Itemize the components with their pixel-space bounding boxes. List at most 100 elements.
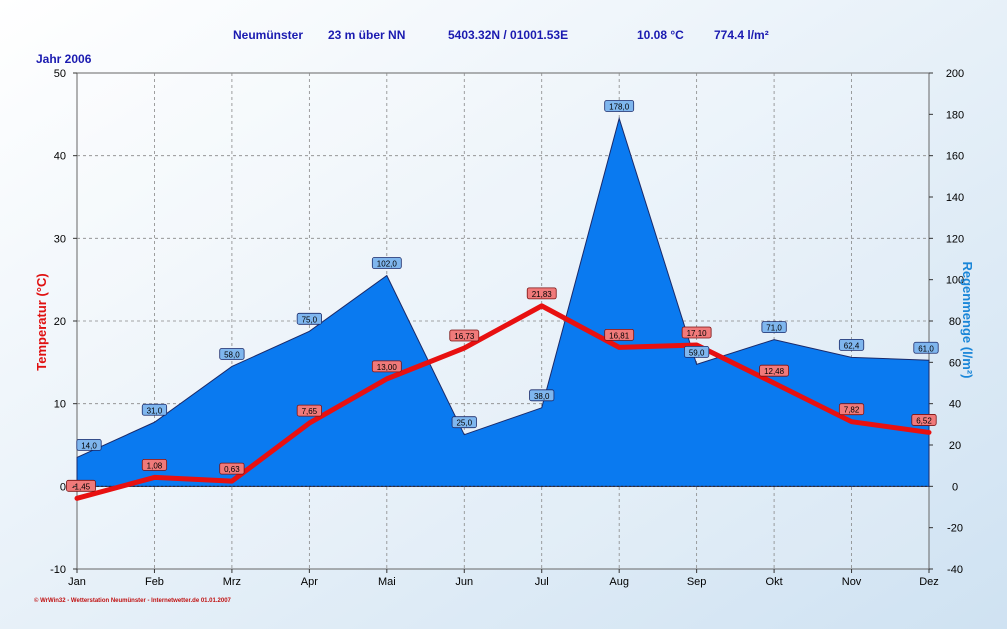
left-tick-label-0: 0 bbox=[60, 481, 66, 493]
left-tick-label-30: 30 bbox=[54, 233, 66, 245]
x-tick-label-apr: Apr bbox=[301, 576, 318, 588]
temp-label-jul-text: 21,83 bbox=[532, 290, 553, 299]
footer-credit: © WrWin32 - Wetterstation Neumünster - I… bbox=[34, 597, 232, 604]
left-tick-label-40: 40 bbox=[54, 151, 66, 163]
rain-label-jul-box bbox=[529, 389, 555, 402]
left-tick-label-10: 10 bbox=[54, 399, 66, 411]
x-tick-label-mai: Mai bbox=[378, 576, 396, 588]
year-label: Jahr 2006 bbox=[36, 52, 92, 66]
temp-label-nov: 7,82 bbox=[838, 403, 865, 416]
rain-label-dez: 61,0 bbox=[913, 341, 939, 354]
rain-label-sep-text: 59,0 bbox=[689, 348, 705, 357]
left-tick-label-50: 50 bbox=[54, 68, 66, 80]
right-tick-label-100: 100 bbox=[946, 275, 964, 287]
temp-label-jan: -1,45 bbox=[66, 479, 96, 492]
rain-label-nov-box bbox=[838, 338, 865, 351]
rain-label-mai-text: 102,0 bbox=[377, 260, 398, 269]
temp-label-feb-text: 1,08 bbox=[147, 461, 163, 470]
rain-label-nov-text: 62,4 bbox=[844, 341, 860, 350]
temp-label-jul: 21,83 bbox=[526, 287, 557, 300]
x-tick-label-feb: Feb bbox=[145, 576, 164, 588]
temp-label-jun-text: 16,73 bbox=[454, 332, 475, 341]
right-tick-label-0: 0 bbox=[952, 481, 958, 493]
temp-label-nov-box bbox=[838, 403, 865, 416]
header-avg-temp: 10.08 °C bbox=[637, 28, 684, 42]
left-axis-ticks: -10 0 10 20 30 40 50 bbox=[50, 68, 77, 576]
header-coords: 5403.32N / 01001.53E bbox=[448, 28, 568, 42]
temperature-line bbox=[74, 303, 932, 501]
temp-label-aug: 16,81 bbox=[604, 328, 635, 341]
temp-label-jul-box bbox=[526, 287, 557, 300]
temp-label-sep-text: 17,10 bbox=[687, 329, 708, 338]
temp-label-aug-text: 16,81 bbox=[609, 331, 630, 340]
right-tick-label-200: 200 bbox=[946, 68, 964, 80]
left-tick-label-20: 20 bbox=[54, 316, 66, 328]
right-tick-label-80: 80 bbox=[949, 316, 961, 328]
temp-label-mai-box bbox=[371, 360, 402, 373]
x-axis-ticks: Jan Feb Mrz Apr Mai Jun Jul Aug Sep Okt Nov Dez bbox=[68, 569, 939, 588]
temp-label-nov-text: 7,82 bbox=[844, 406, 860, 415]
temp-label-okt-text: 12,48 bbox=[764, 367, 785, 376]
rain-label-aug-text: 178,0 bbox=[609, 102, 630, 111]
x-tick-label-mrz: Mrz bbox=[223, 576, 241, 588]
rain-label-mrz-box bbox=[219, 348, 245, 360]
rain-label-jan-text: 14,0 bbox=[81, 441, 97, 450]
rain-label-dez-text: 61,0 bbox=[918, 344, 934, 353]
rain-label-jun-text: 25,0 bbox=[456, 419, 472, 428]
right-tick-label-180: 180 bbox=[946, 109, 964, 121]
right-tick-label-160: 160 bbox=[946, 151, 964, 163]
rain-area-fill bbox=[76, 116, 930, 487]
right-tick-label--40: -40 bbox=[947, 564, 963, 576]
header-elevation: 23 m über NN bbox=[328, 28, 405, 42]
right-tick-label-140: 140 bbox=[946, 192, 964, 204]
rain-label-mrz-text: 58,0 bbox=[224, 350, 240, 359]
rain-label-jun-box bbox=[451, 416, 477, 429]
left-axis-title: Temperatur (°C) bbox=[34, 273, 49, 370]
x-tick-label-nov: Nov bbox=[842, 576, 862, 588]
temp-label-feb-box bbox=[141, 459, 168, 471]
rain-label-okt-box bbox=[761, 321, 787, 334]
x-tick-label-sep: Sep bbox=[687, 576, 707, 588]
rain-label-sep-box bbox=[684, 345, 710, 358]
right-tick-label-40: 40 bbox=[949, 399, 961, 411]
temperature-line-series bbox=[74, 303, 932, 501]
temp-label-okt-box bbox=[759, 364, 789, 377]
temp-label-okt: 12,48 bbox=[759, 364, 789, 377]
temp-label-jun-box bbox=[449, 329, 480, 342]
rain-area-series bbox=[76, 116, 930, 487]
rain-label-aug-box bbox=[604, 100, 635, 112]
right-tick-label-20: 20 bbox=[949, 440, 961, 452]
rain-label-aug: 178,0 bbox=[604, 100, 635, 112]
temp-label-mrz-text: 0,63 bbox=[224, 465, 240, 474]
temp-label-feb: 1,08 bbox=[141, 459, 168, 471]
temp-label-mrz-box bbox=[219, 462, 245, 475]
rain-label-sep: 59,0 bbox=[684, 345, 710, 358]
rain-label-apr-box bbox=[296, 312, 322, 325]
temp-label-apr-text: 7,65 bbox=[302, 407, 318, 416]
x-tick-label-jul: Jul bbox=[535, 576, 549, 588]
temp-label-sep: 17,10 bbox=[681, 326, 712, 339]
rain-label-mai: 102,0 bbox=[371, 257, 402, 269]
temp-label-sep-box bbox=[681, 326, 712, 339]
rain-label-apr: 75,0 bbox=[296, 312, 322, 325]
rain-label-mrz: 58,0 bbox=[219, 348, 245, 360]
rain-label-jul: 38,0 bbox=[529, 389, 555, 402]
temp-label-mai: 13,00 bbox=[371, 360, 402, 373]
header-station: Neumünster bbox=[233, 28, 303, 42]
temperature-data-labels: -1,45 1,08 0,63 7,65 13,00 16,73 21,83 16,81 17,… bbox=[66, 287, 937, 492]
temp-label-apr: 7,65 bbox=[296, 404, 322, 417]
x-tick-label-okt: Okt bbox=[766, 576, 783, 588]
right-tick-label--20: -20 bbox=[947, 523, 963, 535]
temp-label-aug-box bbox=[604, 328, 635, 341]
temp-label-apr-box bbox=[296, 404, 322, 417]
temp-label-mai-text: 13,00 bbox=[377, 363, 398, 372]
rain-label-dez-box bbox=[913, 341, 939, 354]
rain-label-feb-text: 31,0 bbox=[147, 406, 163, 415]
rain-label-nov: 62,4 bbox=[838, 338, 865, 351]
right-axis-ticks: -40 -20 0 20 40 60 80 100 120 140 160 180 200 bbox=[929, 68, 964, 576]
rain-label-jul-text: 38,0 bbox=[534, 392, 550, 401]
rain-label-apr-text: 75,0 bbox=[302, 315, 318, 324]
temp-label-jan-text: -1,45 bbox=[72, 482, 91, 491]
